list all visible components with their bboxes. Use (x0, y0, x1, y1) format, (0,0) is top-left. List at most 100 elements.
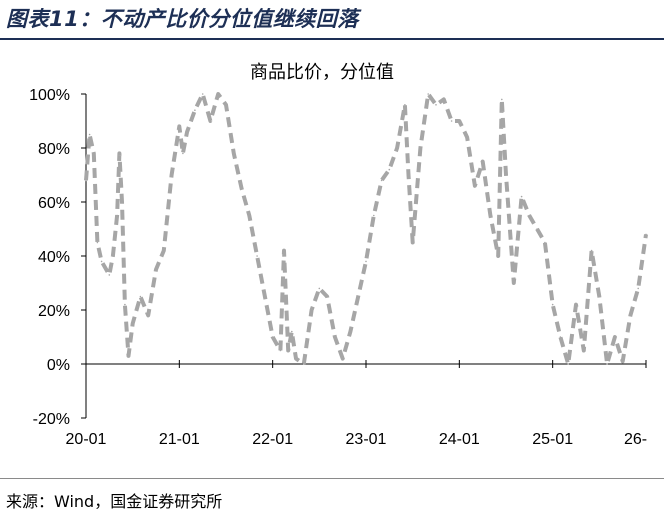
data-point (279, 349, 282, 352)
data-point (388, 168, 391, 171)
data-point (489, 214, 492, 217)
data-point (575, 303, 577, 306)
data-point (474, 185, 476, 187)
data-point (629, 314, 632, 317)
data-point (131, 322, 134, 325)
data-point (303, 363, 305, 365)
data-point (513, 282, 515, 284)
data-point (291, 330, 293, 333)
data-point (318, 287, 321, 290)
data-point (283, 249, 285, 252)
data-point (598, 295, 601, 298)
data-point (310, 309, 313, 311)
data-point (536, 228, 538, 230)
data-point (373, 214, 375, 217)
data-point (256, 255, 258, 257)
data-point (334, 336, 336, 338)
series-line (84, 92, 648, 366)
data-point (108, 274, 111, 276)
y-tick-label: 60% (38, 195, 70, 212)
data-point (233, 152, 235, 155)
data-point (404, 104, 406, 106)
source-note: 来源：Wind，国金证券研究所 (6, 492, 223, 511)
y-tick-label: -20% (33, 411, 70, 428)
data-point (637, 287, 639, 290)
chart-plot: -20% 0% 20% 40% 60% 80% 100% 20-01 21-01 22-01 23-… (29, 87, 648, 448)
data-point (287, 349, 290, 352)
y-tick-label: 20% (38, 303, 70, 320)
data-point (435, 104, 437, 106)
x-tick-label: 24-01 (439, 431, 480, 448)
data-point (349, 330, 352, 333)
data-point (407, 174, 410, 176)
data-point (88, 133, 91, 136)
data-point (520, 195, 523, 198)
data-point (124, 303, 126, 306)
data-point (178, 125, 181, 128)
data-point (127, 355, 130, 357)
data-point (380, 179, 383, 182)
data-point (427, 93, 430, 95)
data-point (583, 349, 585, 352)
data-point (139, 295, 142, 298)
data-point (186, 131, 188, 133)
y-tick-label: 40% (38, 249, 70, 266)
chart-axes: -20% 0% 20% 40% 60% 80% 100% 20-01 21-01 22-01 23-… (29, 87, 647, 448)
data-point (606, 363, 608, 365)
data-point (458, 120, 461, 122)
data-point (170, 174, 173, 176)
x-tick-label: 25-01 (532, 431, 573, 448)
data-point (96, 241, 99, 244)
data-point (100, 260, 103, 263)
data-point (567, 363, 569, 365)
data-point (248, 214, 251, 217)
y-tick-label: 80% (38, 141, 70, 158)
data-point (121, 201, 123, 203)
x-tick-label: 20-01 (66, 431, 107, 448)
data-point (590, 249, 593, 252)
data-point (551, 303, 554, 306)
x-tick-label: 22-01 (252, 431, 293, 448)
data-point (116, 214, 118, 217)
data-point (112, 255, 114, 257)
data-point (450, 120, 453, 122)
series-layer (84, 92, 648, 366)
data-point (264, 295, 266, 298)
x-tick-label: 26- (624, 431, 647, 448)
y-tick-label: 100% (29, 87, 70, 104)
data-point (497, 255, 500, 257)
data-point (466, 136, 468, 138)
data-point (419, 147, 422, 149)
source-divider (0, 478, 664, 479)
y-tick-label: 0% (47, 357, 70, 374)
data-point (326, 295, 328, 298)
data-point (147, 314, 149, 317)
x-tick-label: 23-01 (346, 431, 387, 448)
data-point (118, 152, 121, 155)
data-point (182, 152, 184, 155)
data-point (155, 268, 157, 271)
chart-title: 商品比价，分位值 (250, 62, 394, 83)
data-point (621, 360, 624, 363)
data-point (443, 98, 445, 101)
data-point (217, 93, 219, 95)
data-point (295, 357, 297, 360)
data-point (411, 241, 414, 244)
data-point (93, 152, 95, 155)
data-point (341, 357, 344, 360)
data-point (194, 109, 196, 111)
data-point (85, 179, 87, 182)
data-point (240, 187, 243, 190)
data-point (163, 249, 165, 252)
data-point (544, 241, 546, 244)
data-point (645, 233, 647, 236)
data-point (559, 336, 562, 338)
data-point (365, 260, 367, 263)
title-divider (0, 38, 664, 40)
data-point (481, 160, 484, 163)
data-point (528, 214, 531, 217)
data-point (614, 336, 616, 338)
data-point (357, 295, 360, 298)
data-point (271, 336, 274, 338)
data-point (225, 104, 227, 106)
